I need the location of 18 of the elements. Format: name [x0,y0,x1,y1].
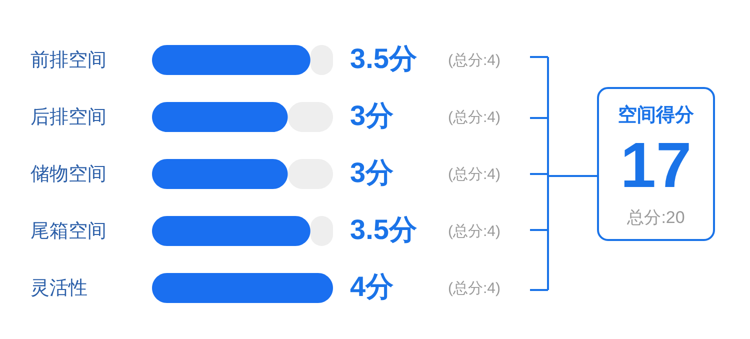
y-tick-label: 灵活性 [30,278,88,299]
text: 3.5分 [350,214,417,245]
text: 3分 [350,100,394,132]
text: (总分:4) [448,280,501,297]
y-tick-label: 储物空间 [30,163,106,185]
y-tick-label: 后排空间 [30,106,106,128]
text: 空间得分 [618,104,695,126]
text: (总分:4) [448,109,501,126]
text: 总分:20 [626,208,685,227]
text: (总分:4) [448,222,501,240]
text: 3.5分 [350,43,417,74]
y-tick-label: 前排空间 [30,49,106,72]
text: 4分 [350,270,394,302]
text: 3分 [350,157,394,188]
text: (总分:4) [448,52,501,70]
y-tick-label: 尾箱空间 [30,220,106,242]
text: (总分:4) [448,166,501,183]
text: 17 [620,129,692,201]
